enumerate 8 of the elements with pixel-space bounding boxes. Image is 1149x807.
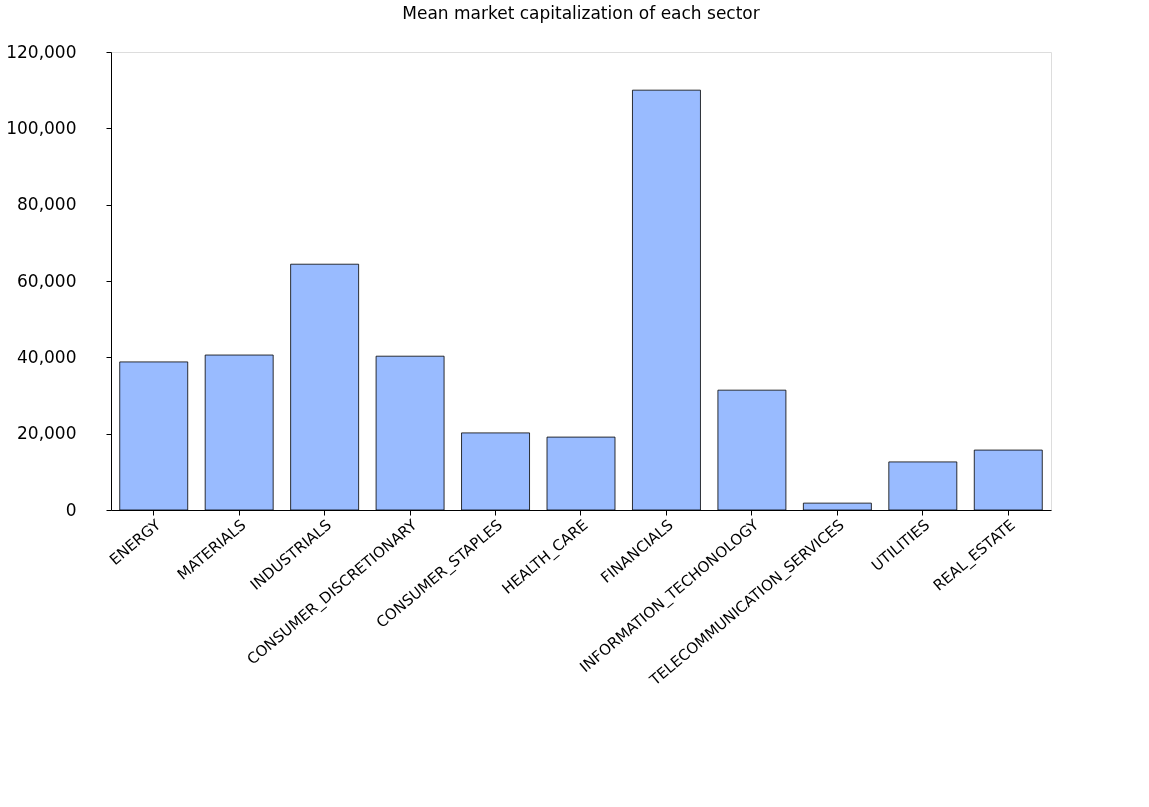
y-tick-label: 120,000 [6,41,77,62]
y-tick-label: 100,000 [6,117,77,138]
y-tick-label: 60,000 [17,270,77,291]
y-tick-label: 40,000 [17,346,77,367]
y-tick-label: 0 [65,499,77,520]
y-tick-label: 20,000 [17,423,77,444]
chart-title: Mean market capitalization of each sector [402,3,760,23]
y-tick-label: 80,000 [17,194,77,215]
